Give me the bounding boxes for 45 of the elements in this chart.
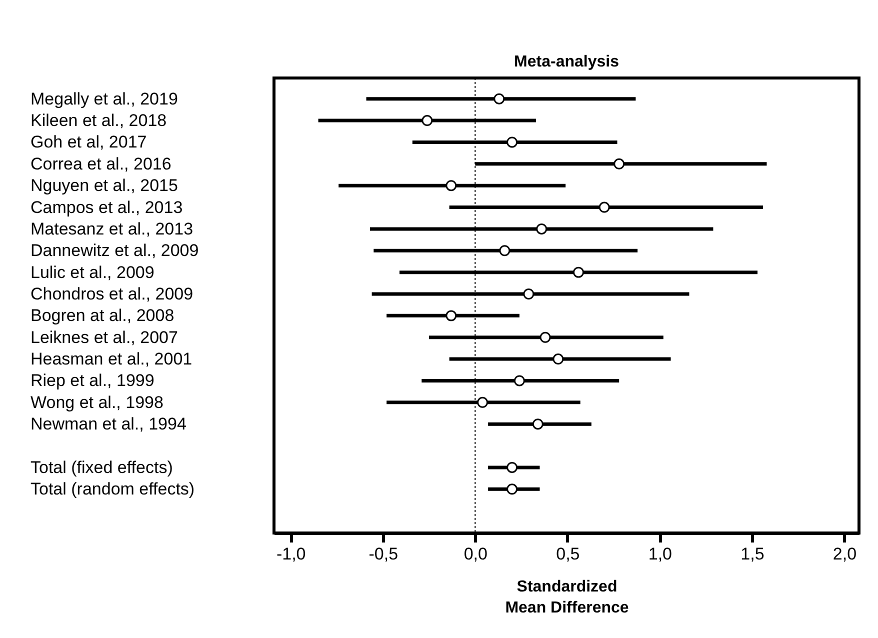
- y-tick-label: Correa et al., 2016: [30, 154, 172, 174]
- chart-title: Meta-analysis: [514, 54, 620, 70]
- y-tick-label: Goh et al, 2017: [30, 132, 147, 152]
- x-tick-label: 0,5: [556, 544, 580, 564]
- point: [598, 202, 610, 213]
- y-tick-label: Newman et al., 1994: [30, 414, 186, 434]
- y-tick-label: Matesanz et al., 2013: [30, 219, 194, 238]
- y-tick-label: Nguyen et al., 2015: [30, 176, 178, 196]
- point: [506, 136, 518, 148]
- point: [573, 266, 584, 278]
- y-tick-label: Total (fixed effects): [30, 458, 173, 477]
- point: [494, 93, 505, 104]
- y-tick-label: Heasman et al., 2001: [30, 350, 192, 369]
- x-axis-title: Standardized Mean Difference: [505, 578, 629, 616]
- point: [506, 462, 518, 473]
- y-tick-label: Bogren at al., 2008: [30, 306, 174, 326]
- x-tick-label: -0,5: [368, 544, 398, 564]
- point: [614, 158, 625, 170]
- point: [536, 223, 548, 234]
- y-tick-label: Chondros et al., 2009: [30, 284, 194, 304]
- y-tick-label: Riep et al., 1999: [30, 371, 154, 390]
- point: [477, 396, 488, 408]
- point: [499, 245, 510, 256]
- point: [552, 354, 564, 365]
- y-tick-label: Total (random effects): [30, 480, 195, 499]
- point: [506, 484, 518, 495]
- y-tick-label: Campos et al., 2013: [30, 198, 183, 217]
- x-tick-label: 2,0: [832, 544, 857, 564]
- point: [446, 180, 457, 192]
- y-tick-label: Kileen et al., 2018: [30, 111, 167, 130]
- point: [523, 288, 534, 300]
- x-tick-label: -1,0: [276, 544, 306, 564]
- y-tick-label: Lulic et al., 2009: [30, 262, 154, 282]
- point: [446, 310, 457, 322]
- y-tick-label: Leiknes et al., 2007: [30, 328, 178, 347]
- point: [514, 375, 525, 386]
- point: [540, 332, 551, 343]
- y-tick-label: Megally et al., 2019: [30, 89, 178, 108]
- point: [422, 115, 433, 126]
- point: [532, 418, 544, 430]
- x-tick-label: 1,5: [740, 544, 764, 564]
- y-tick-label: Dannewitz et al., 2009: [30, 241, 199, 260]
- x-tick-label: 0,0: [464, 544, 488, 564]
- x-tick-label: 1,0: [648, 544, 672, 564]
- y-tick-label: Wong et al., 1998: [30, 392, 164, 412]
